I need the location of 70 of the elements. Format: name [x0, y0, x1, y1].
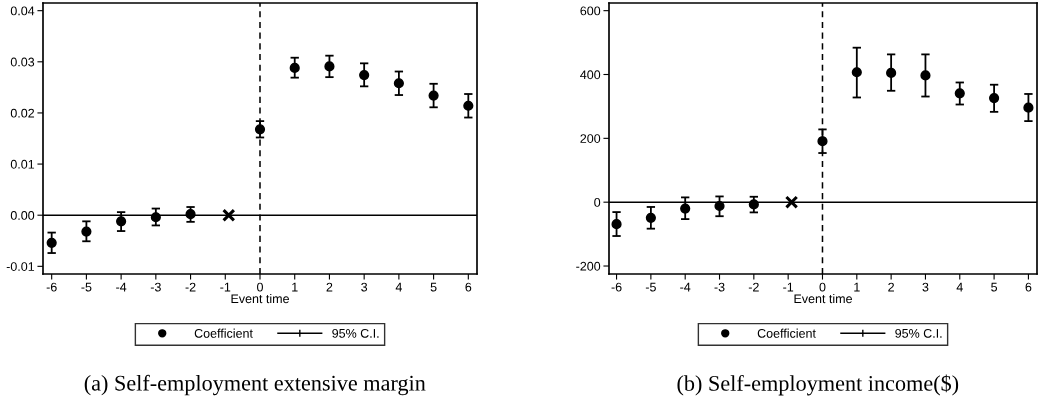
- point: [150, 212, 161, 223]
- y-tick-label: 400: [580, 70, 601, 80]
- y-tick-label: 0.02: [10, 108, 35, 118]
- x-tick-label: 4: [956, 282, 963, 292]
- y-tick-label: 0.01: [10, 159, 35, 169]
- point: [222, 208, 236, 222]
- point: [463, 100, 474, 111]
- x-tick-label: -1: [783, 282, 794, 292]
- y-tick-label: -200: [576, 261, 601, 271]
- y-tick-label: 0.04: [10, 6, 35, 16]
- point: [81, 226, 92, 237]
- y-tick-label: 0.00: [10, 211, 35, 220]
- x-tick-label: -2: [748, 282, 759, 292]
- point: [393, 78, 404, 89]
- point: [989, 93, 1000, 104]
- point: [920, 70, 931, 81]
- x-tick-label: 2: [888, 282, 894, 292]
- y-tick-label: -0.01: [6, 262, 35, 271]
- point: [428, 90, 439, 101]
- x-tick-label: 1: [854, 282, 860, 292]
- y-tick-label: 0: [594, 197, 601, 207]
- point: [359, 70, 370, 81]
- x-tick-label: 6: [1025, 282, 1032, 292]
- text: 95% C.I.: [895, 328, 942, 338]
- point: [254, 124, 266, 135]
- point: [46, 237, 57, 248]
- point: [954, 88, 965, 99]
- point: [851, 67, 862, 78]
- x-tick-label: 3: [922, 282, 929, 292]
- legend-label: Coefficient: [757, 328, 816, 338]
- x-tick-label: -3: [714, 282, 725, 292]
- x-tick-label: -4: [116, 282, 127, 292]
- x-axis-title: Event time: [231, 293, 289, 304]
- point: [1023, 102, 1034, 113]
- point: [748, 199, 759, 210]
- point: [611, 219, 622, 230]
- x-tick-label: -2: [185, 282, 196, 292]
- x-tick-label: -5: [81, 282, 92, 292]
- text: (b) Self-employment income($): [677, 374, 959, 396]
- text: (a) Self-employment extensive margin: [84, 374, 426, 396]
- x-tick-label: 1: [292, 282, 298, 292]
- x-tick-label: 2: [326, 282, 333, 292]
- point: [324, 61, 335, 72]
- x-tick-label: -6: [46, 282, 57, 292]
- x-tick-label: 5: [991, 282, 998, 292]
- point: [116, 216, 127, 227]
- point: [645, 212, 656, 223]
- x-tick-label: 3: [361, 282, 368, 292]
- y-tick-label: 200: [580, 134, 601, 143]
- legend-label: Coefficient: [194, 328, 253, 338]
- y-tick-label: 600: [580, 6, 601, 16]
- x-tick-label: -1: [220, 282, 231, 292]
- x-tick-label: -6: [611, 282, 622, 292]
- point: [289, 62, 300, 74]
- x-tick-label: -5: [645, 282, 656, 292]
- x-tick-label: 5: [430, 282, 437, 292]
- y-tick-label: 0.03: [10, 57, 35, 67]
- x-tick-label: 6: [465, 282, 472, 292]
- x-tick-label: 4: [395, 282, 402, 292]
- text: 95% C.I.: [332, 328, 379, 338]
- point: [680, 203, 691, 214]
- x-tick-label: 0: [257, 282, 263, 292]
- x-tick-label: 0: [819, 282, 826, 292]
- x-tick-label: -4: [680, 282, 691, 292]
- x-axis-title: Event time: [794, 293, 852, 304]
- point: [714, 200, 725, 212]
- x-tick-label: -3: [150, 282, 161, 292]
- point: [817, 136, 828, 147]
- point: [886, 67, 897, 78]
- point: [784, 195, 799, 209]
